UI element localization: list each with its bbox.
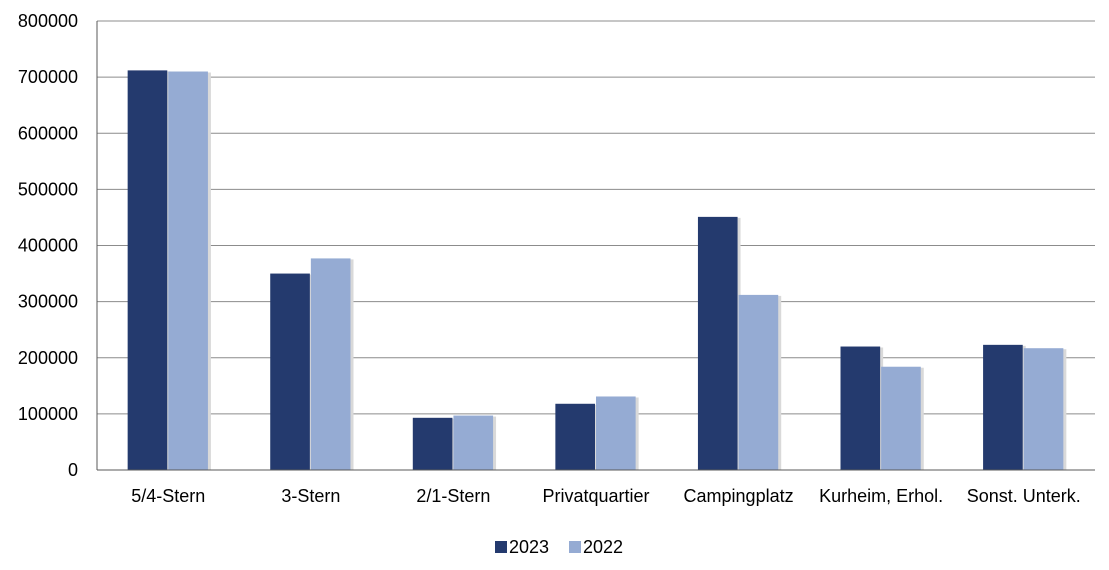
- legend-swatch: [495, 541, 507, 553]
- gridlines: [97, 20, 1095, 415]
- bar: [310, 258, 351, 470]
- bar: [555, 403, 595, 470]
- y-tick-labels: 0 100000 200000 300000 400000 500000 600000 700…: [18, 11, 78, 480]
- y-tick-label: 700000: [18, 67, 78, 87]
- y-tick-label: 600000: [18, 123, 78, 143]
- y-tick-label: 300000: [18, 292, 78, 312]
- bar: [596, 396, 636, 470]
- y-tick-label: 0: [68, 460, 78, 480]
- x-tick-label: 3-Stern: [281, 486, 340, 506]
- bar: [412, 417, 453, 470]
- bar: [840, 346, 881, 470]
- bar: [127, 70, 168, 470]
- legend-label: 2022: [583, 537, 623, 557]
- x-tick-label: Sonst. Unterk.: [967, 486, 1081, 506]
- bar: [168, 71, 208, 470]
- y-tick-label: 400000: [18, 236, 78, 256]
- legend-label: 2023: [509, 537, 549, 557]
- bar: [1023, 348, 1064, 470]
- x-tick-label: 2/1-Stern: [416, 486, 490, 506]
- axes: [96, 21, 1095, 471]
- y-tick-label: 100000: [18, 404, 78, 424]
- bars: [127, 70, 1067, 470]
- bar: [270, 273, 310, 470]
- legend-swatch: [569, 541, 581, 553]
- bar: [983, 344, 1023, 470]
- bar: [738, 294, 779, 470]
- y-tick-label: 200000: [18, 348, 78, 368]
- x-tick-labels: 5/4-Stern 3-Stern 2/1-Stern Privatquartier C…: [131, 486, 1080, 506]
- x-tick-label: Campingplatz: [684, 486, 794, 506]
- x-tick-label: 5/4-Stern: [131, 486, 205, 506]
- y-tick-label: 500000: [18, 179, 78, 199]
- legend: 2023 2022: [495, 537, 623, 557]
- y-tick-label: 800000: [18, 11, 78, 31]
- x-tick-label: Privatquartier: [542, 486, 649, 506]
- x-tick-label: Kurheim, Erhol.: [819, 486, 943, 506]
- bar: [453, 415, 494, 470]
- bar: [697, 216, 738, 470]
- bar: [881, 366, 921, 470]
